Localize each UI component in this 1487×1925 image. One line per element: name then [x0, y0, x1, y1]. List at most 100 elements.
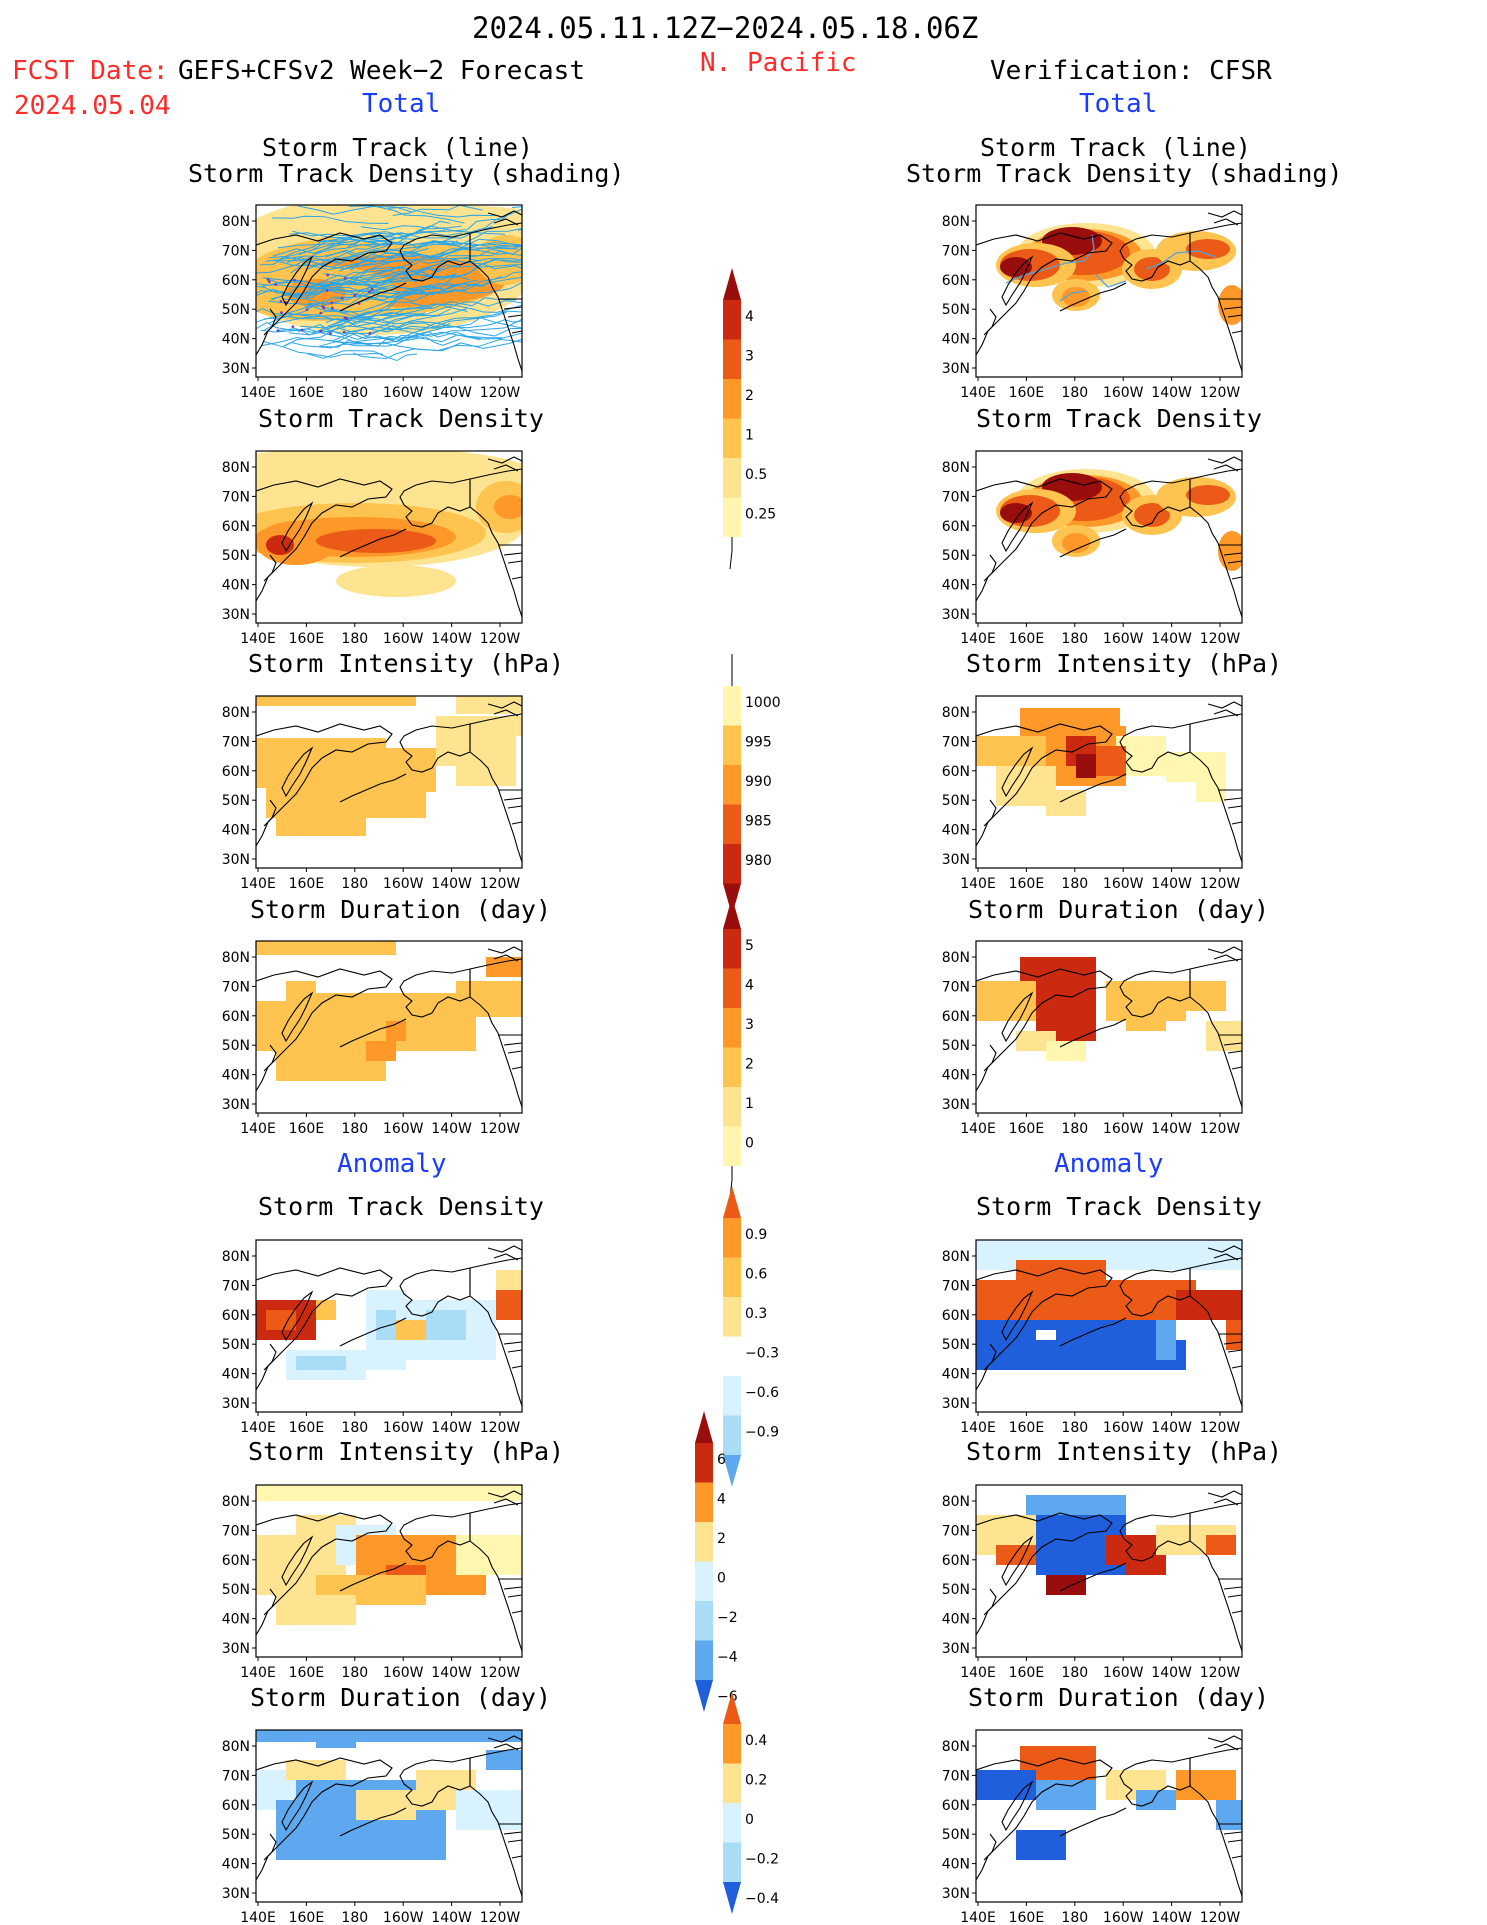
- storm-track: [298, 205, 412, 215]
- lon-tick-label: 140E: [960, 1665, 996, 1681]
- aleutian-islands: [1059, 773, 1127, 803]
- lat-tick-label: 80N: [222, 705, 250, 721]
- track-point: [319, 311, 323, 315]
- japan-coastline: [983, 1833, 997, 1861]
- storm-track: [388, 206, 496, 218]
- storm-track: [300, 283, 480, 329]
- colorbar-segment: [723, 300, 741, 340]
- lat-tick-label: 40N: [942, 1367, 970, 1383]
- l4-title: Storm Duration (day): [250, 895, 552, 924]
- shade-cell: [1206, 1021, 1242, 1051]
- r3-title: Storm Intensity (hPa): [966, 649, 1283, 678]
- storm-track: [331, 331, 522, 342]
- storm-track: [292, 230, 404, 242]
- lat-tick-label: 80N: [942, 214, 970, 230]
- lat-tick-label: 60N: [222, 764, 250, 780]
- lon-tick-label: 120W: [480, 1121, 521, 1137]
- shade-cell: [496, 1270, 522, 1290]
- lon-tick-label: 120W: [1200, 1910, 1241, 1925]
- kamchatka-coastline: [1001, 1535, 1034, 1587]
- aleutian-islands: [1059, 1317, 1127, 1347]
- colorbar-segment: [723, 1218, 741, 1258]
- map-content: [256, 1730, 522, 1897]
- lat-tick-label: 80N: [942, 950, 970, 966]
- aleutian-islands: [339, 1018, 407, 1048]
- left-total-heading: Total: [362, 89, 441, 119]
- lon-tick-label: 140W: [431, 1910, 472, 1925]
- aleutian-islands: [1059, 1807, 1127, 1837]
- lon-tick-label: 160W: [1103, 876, 1144, 892]
- lat-tick-label: 70N: [222, 1523, 250, 1539]
- shade-cell: [1136, 1790, 1176, 1810]
- map-content: [976, 701, 1242, 863]
- colorbar-segment: [723, 497, 741, 537]
- lat-tick-label: 50N: [222, 1038, 250, 1054]
- colorbar-label: 990: [745, 774, 772, 790]
- map-panel-aintL: 140E 160E 180 160W 140W 120W 80N 70N 60N 50N 40N 30…: [222, 1484, 523, 1681]
- storm-track: [283, 338, 522, 352]
- alaska-coastline: [1119, 968, 1191, 1018]
- map-panel-adurR: 140E 160E 180 160W 140W 120W 80N 70N 60N 50N 40N 30…: [942, 1729, 1243, 1925]
- lat-tick-label: 70N: [942, 734, 970, 750]
- colorbar-end: [729, 537, 733, 570]
- colorbar-label: 0: [745, 1812, 754, 1828]
- shade-cell: [376, 1310, 396, 1340]
- lon-tick-label: 140W: [1151, 1665, 1192, 1681]
- lat-tick-label: 40N: [222, 1612, 250, 1628]
- storm-track: [263, 341, 383, 358]
- lat-tick-label: 40N: [222, 823, 250, 839]
- map-content: [256, 451, 522, 618]
- political-borders: [1189, 233, 1242, 334]
- track-point: [353, 294, 357, 297]
- lon-tick-label: 180: [341, 631, 368, 647]
- lon-tick-label: 160E: [289, 1665, 325, 1681]
- asia-coastline: [976, 1757, 1113, 1881]
- colorbar-label: −0.3: [745, 1345, 779, 1361]
- lat-tick-label: 50N: [942, 793, 970, 809]
- lat-tick-label: 70N: [942, 979, 970, 995]
- political-borders: [469, 969, 522, 1070]
- track-point: [343, 277, 347, 280]
- japan-coastline: [263, 799, 277, 827]
- arctic-islands: [1207, 946, 1242, 962]
- l7-title: Storm Duration (day): [250, 1683, 552, 1712]
- lat-tick-label: 50N: [942, 1582, 970, 1598]
- lon-tick-label: 120W: [1200, 631, 1241, 647]
- r1-title-a: Storm Track (line): [980, 133, 1251, 162]
- shade-cell: [366, 1041, 396, 1061]
- right-total-heading: Total: [1079, 89, 1158, 119]
- colorbar-duration-anom: 0.4 0.2 0 −0.2 −0.4: [723, 1692, 779, 1914]
- shade-cell: [1176, 1770, 1236, 1800]
- map-content: [256, 1245, 522, 1407]
- lat-tick-label: 60N: [942, 764, 970, 780]
- lon-tick-label: 160E: [1009, 876, 1045, 892]
- lon-tick-label: 120W: [1200, 1420, 1241, 1436]
- colorbar-label: 1: [745, 427, 754, 443]
- lon-tick-label: 120W: [480, 1665, 521, 1681]
- lat-tick-label: 40N: [942, 332, 970, 348]
- panel-frame: [975, 940, 1243, 1114]
- asia-coastline: [976, 723, 1113, 847]
- shade-cell: [356, 1790, 416, 1820]
- storm-track-lines: [256, 205, 522, 362]
- colorbar-segment: [723, 458, 741, 498]
- track-point: [368, 290, 371, 294]
- storm-track: [260, 322, 451, 347]
- lon-tick-label: 180: [341, 1665, 368, 1681]
- lon-tick-label: 180: [1061, 1910, 1088, 1925]
- r5-title: Storm Track Density: [976, 1192, 1262, 1221]
- alaska-coastline: [1119, 1757, 1191, 1807]
- asia-coastline: [976, 1512, 1113, 1636]
- asia-coastline: [256, 1757, 393, 1881]
- lat-tick-label: 70N: [222, 489, 250, 505]
- storm-track: [280, 254, 402, 264]
- kamchatka-coastline: [281, 1780, 314, 1832]
- lon-tick-label: 160W: [383, 876, 424, 892]
- lat-tick-label: 60N: [942, 1553, 970, 1569]
- kamchatka-coastline: [1001, 255, 1034, 307]
- map-panel-adensR: 140E 160E 180 160W 140W 120W 80N 70N 60N 50N 40N 30…: [942, 1239, 1243, 1436]
- lat-tick-label: 80N: [942, 460, 970, 476]
- lat-tick-label: 60N: [222, 273, 250, 289]
- japan-coastline: [983, 308, 997, 336]
